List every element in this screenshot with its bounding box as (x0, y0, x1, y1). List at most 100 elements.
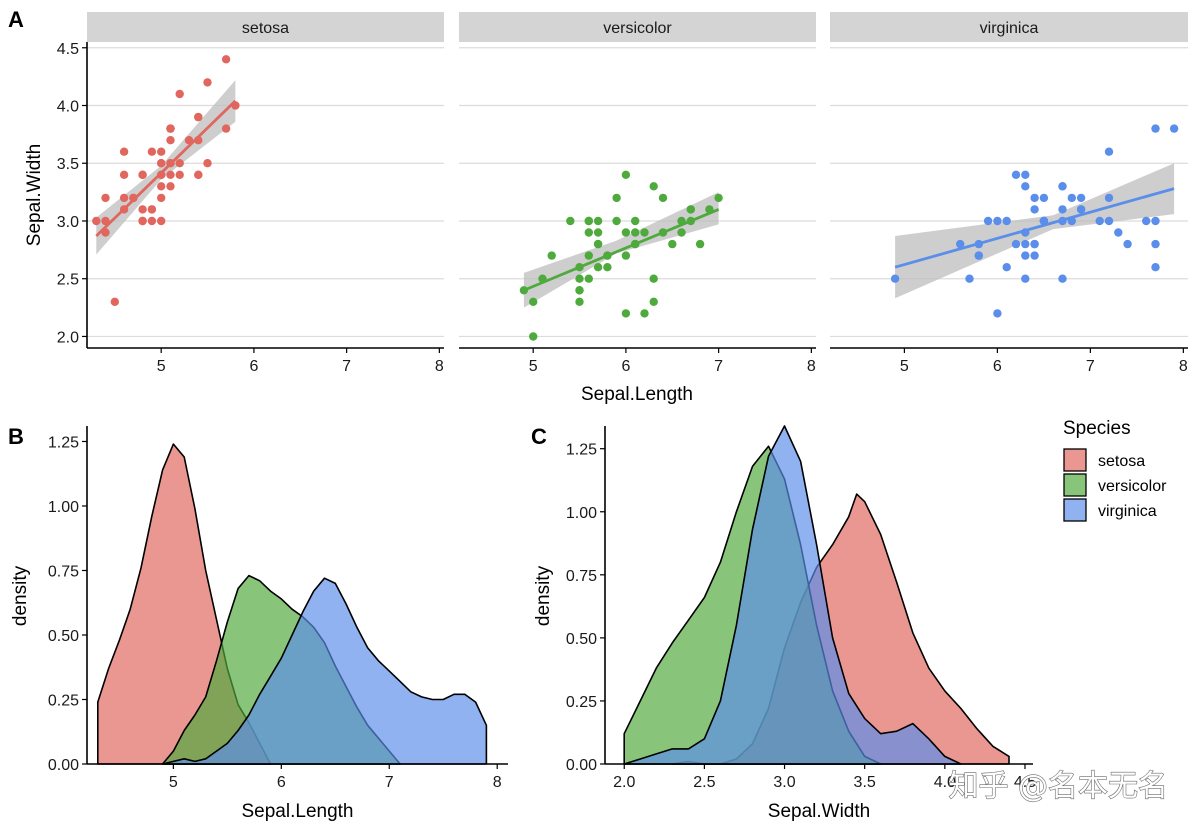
data-point (575, 297, 584, 306)
data-point (1076, 193, 1086, 203)
y-tick-label: 0.00 (566, 757, 597, 774)
data-point (1151, 263, 1160, 272)
data-point (1011, 170, 1021, 179)
data-point (1151, 124, 1160, 133)
data-point (983, 216, 993, 226)
x-tick-label: 4.0 (934, 774, 956, 791)
y-axis-title: density (533, 565, 554, 626)
data-point (1039, 193, 1049, 203)
y-tick-label: 0.50 (48, 628, 79, 645)
data-point (1169, 124, 1179, 133)
facet-strip-label: versicolor (603, 20, 672, 37)
panel-c-density-plot: 0.00 0.25 0.50 0.75 1.00 1.25 2.0 2.5 3.0 3.5 4.0 4… (533, 425, 1036, 822)
data-point (1039, 216, 1049, 226)
x-tick-label: 3.5 (854, 774, 876, 791)
data-point (110, 297, 120, 306)
data-point (993, 309, 1002, 318)
data-point (575, 286, 584, 295)
facet-setosa: setosa 5 6 7 8 (87, 12, 444, 375)
y-tick-label: 1.25 (566, 442, 597, 459)
data-point (529, 297, 538, 306)
regression-line (894, 187, 1175, 269)
data-point (566, 216, 575, 226)
x-tick-label: 5 (529, 358, 538, 375)
x-axis-title: Sepal.Length (242, 801, 354, 822)
y-tick-label: 2.0 (57, 329, 79, 346)
y-tick-label: 1.00 (566, 505, 597, 522)
x-tick-label: 8 (435, 358, 444, 375)
data-point (668, 239, 677, 249)
data-point (1002, 263, 1011, 272)
data-point (1002, 216, 1011, 226)
data-point (1095, 216, 1104, 226)
data-point (119, 193, 129, 203)
data-point (194, 112, 203, 122)
data-point (166, 124, 175, 133)
x-tick-label: 5 (169, 774, 178, 791)
data-point (166, 182, 175, 191)
panel-tag-c: C (531, 424, 547, 449)
data-point (175, 89, 184, 99)
y-tick-label: 4.5 (57, 41, 79, 58)
data-point (166, 136, 175, 145)
x-tick-label: 8 (1179, 358, 1188, 375)
x-tick-label: 6 (249, 358, 258, 375)
y-tick-label: 0.25 (48, 692, 79, 709)
data-point (593, 263, 603, 272)
data-point (194, 170, 203, 179)
facet-versicolor: versicolor 5 6 7 8 (459, 12, 816, 375)
facet-strip (87, 12, 444, 42)
y-tick-label: 4.0 (57, 99, 79, 116)
data-point (138, 216, 147, 226)
data-point (621, 309, 631, 318)
data-point (640, 309, 649, 318)
data-point (603, 263, 612, 272)
data-point (631, 228, 640, 237)
data-point (1021, 182, 1030, 191)
data-point (138, 170, 147, 179)
data-point (221, 55, 231, 64)
confidence-band (895, 163, 1175, 299)
data-point (677, 228, 686, 237)
x-tick-label: 4.5 (1014, 774, 1036, 791)
data-point (1021, 251, 1030, 260)
data-point (686, 205, 695, 214)
y-tick-label: 0.75 (48, 563, 79, 580)
facet-strip (830, 12, 1188, 42)
y-tick-label: 1.00 (48, 499, 79, 516)
data-point (221, 124, 231, 133)
watermark-text: 知乎 @名本无名 (948, 769, 1168, 804)
data-point (1030, 205, 1039, 214)
legend-title: Species (1063, 418, 1131, 439)
x-tick-label: 5 (157, 358, 166, 375)
data-point (92, 216, 101, 226)
data-point (621, 251, 631, 260)
regression-line (523, 208, 720, 292)
legend-swatch-virginica (1063, 498, 1087, 522)
data-point (658, 193, 668, 203)
panel-tag-a: A (8, 7, 24, 32)
legend-label-virginica: virginica (1098, 503, 1157, 520)
data-point (593, 239, 603, 249)
legend-swatch-setosa (1063, 448, 1087, 472)
data-point (1142, 216, 1151, 226)
x-axis-title: Sepal.Length (581, 384, 693, 405)
data-point (890, 274, 900, 283)
data-point (1030, 239, 1039, 249)
panel-a-faceted-scatter: setosa 5 6 7 8 versicolor 5 6 7 8 virginica 5 6 7 8 2.0… (24, 12, 1188, 405)
data-point (1021, 239, 1030, 249)
data-point (119, 147, 129, 156)
species-legend: Species setosa versicolor virginica (1063, 418, 1167, 522)
x-tick-label: 3.0 (773, 774, 795, 791)
data-point (993, 216, 1002, 226)
y-tick-label: 0.75 (566, 568, 597, 585)
legend-label-setosa: setosa (1098, 453, 1145, 470)
data-point (175, 159, 184, 168)
panel-b-density-plot: 0.00 0.25 0.50 0.75 1.00 1.25 5 6 7 8 Sepal.Length… (10, 426, 508, 822)
data-point (631, 216, 640, 226)
x-tick-label: 8 (493, 774, 502, 791)
panel-tag-b: B (8, 424, 24, 449)
x-tick-label: 6 (621, 358, 630, 375)
x-tick-label: 6 (993, 358, 1002, 375)
data-point (593, 228, 603, 237)
